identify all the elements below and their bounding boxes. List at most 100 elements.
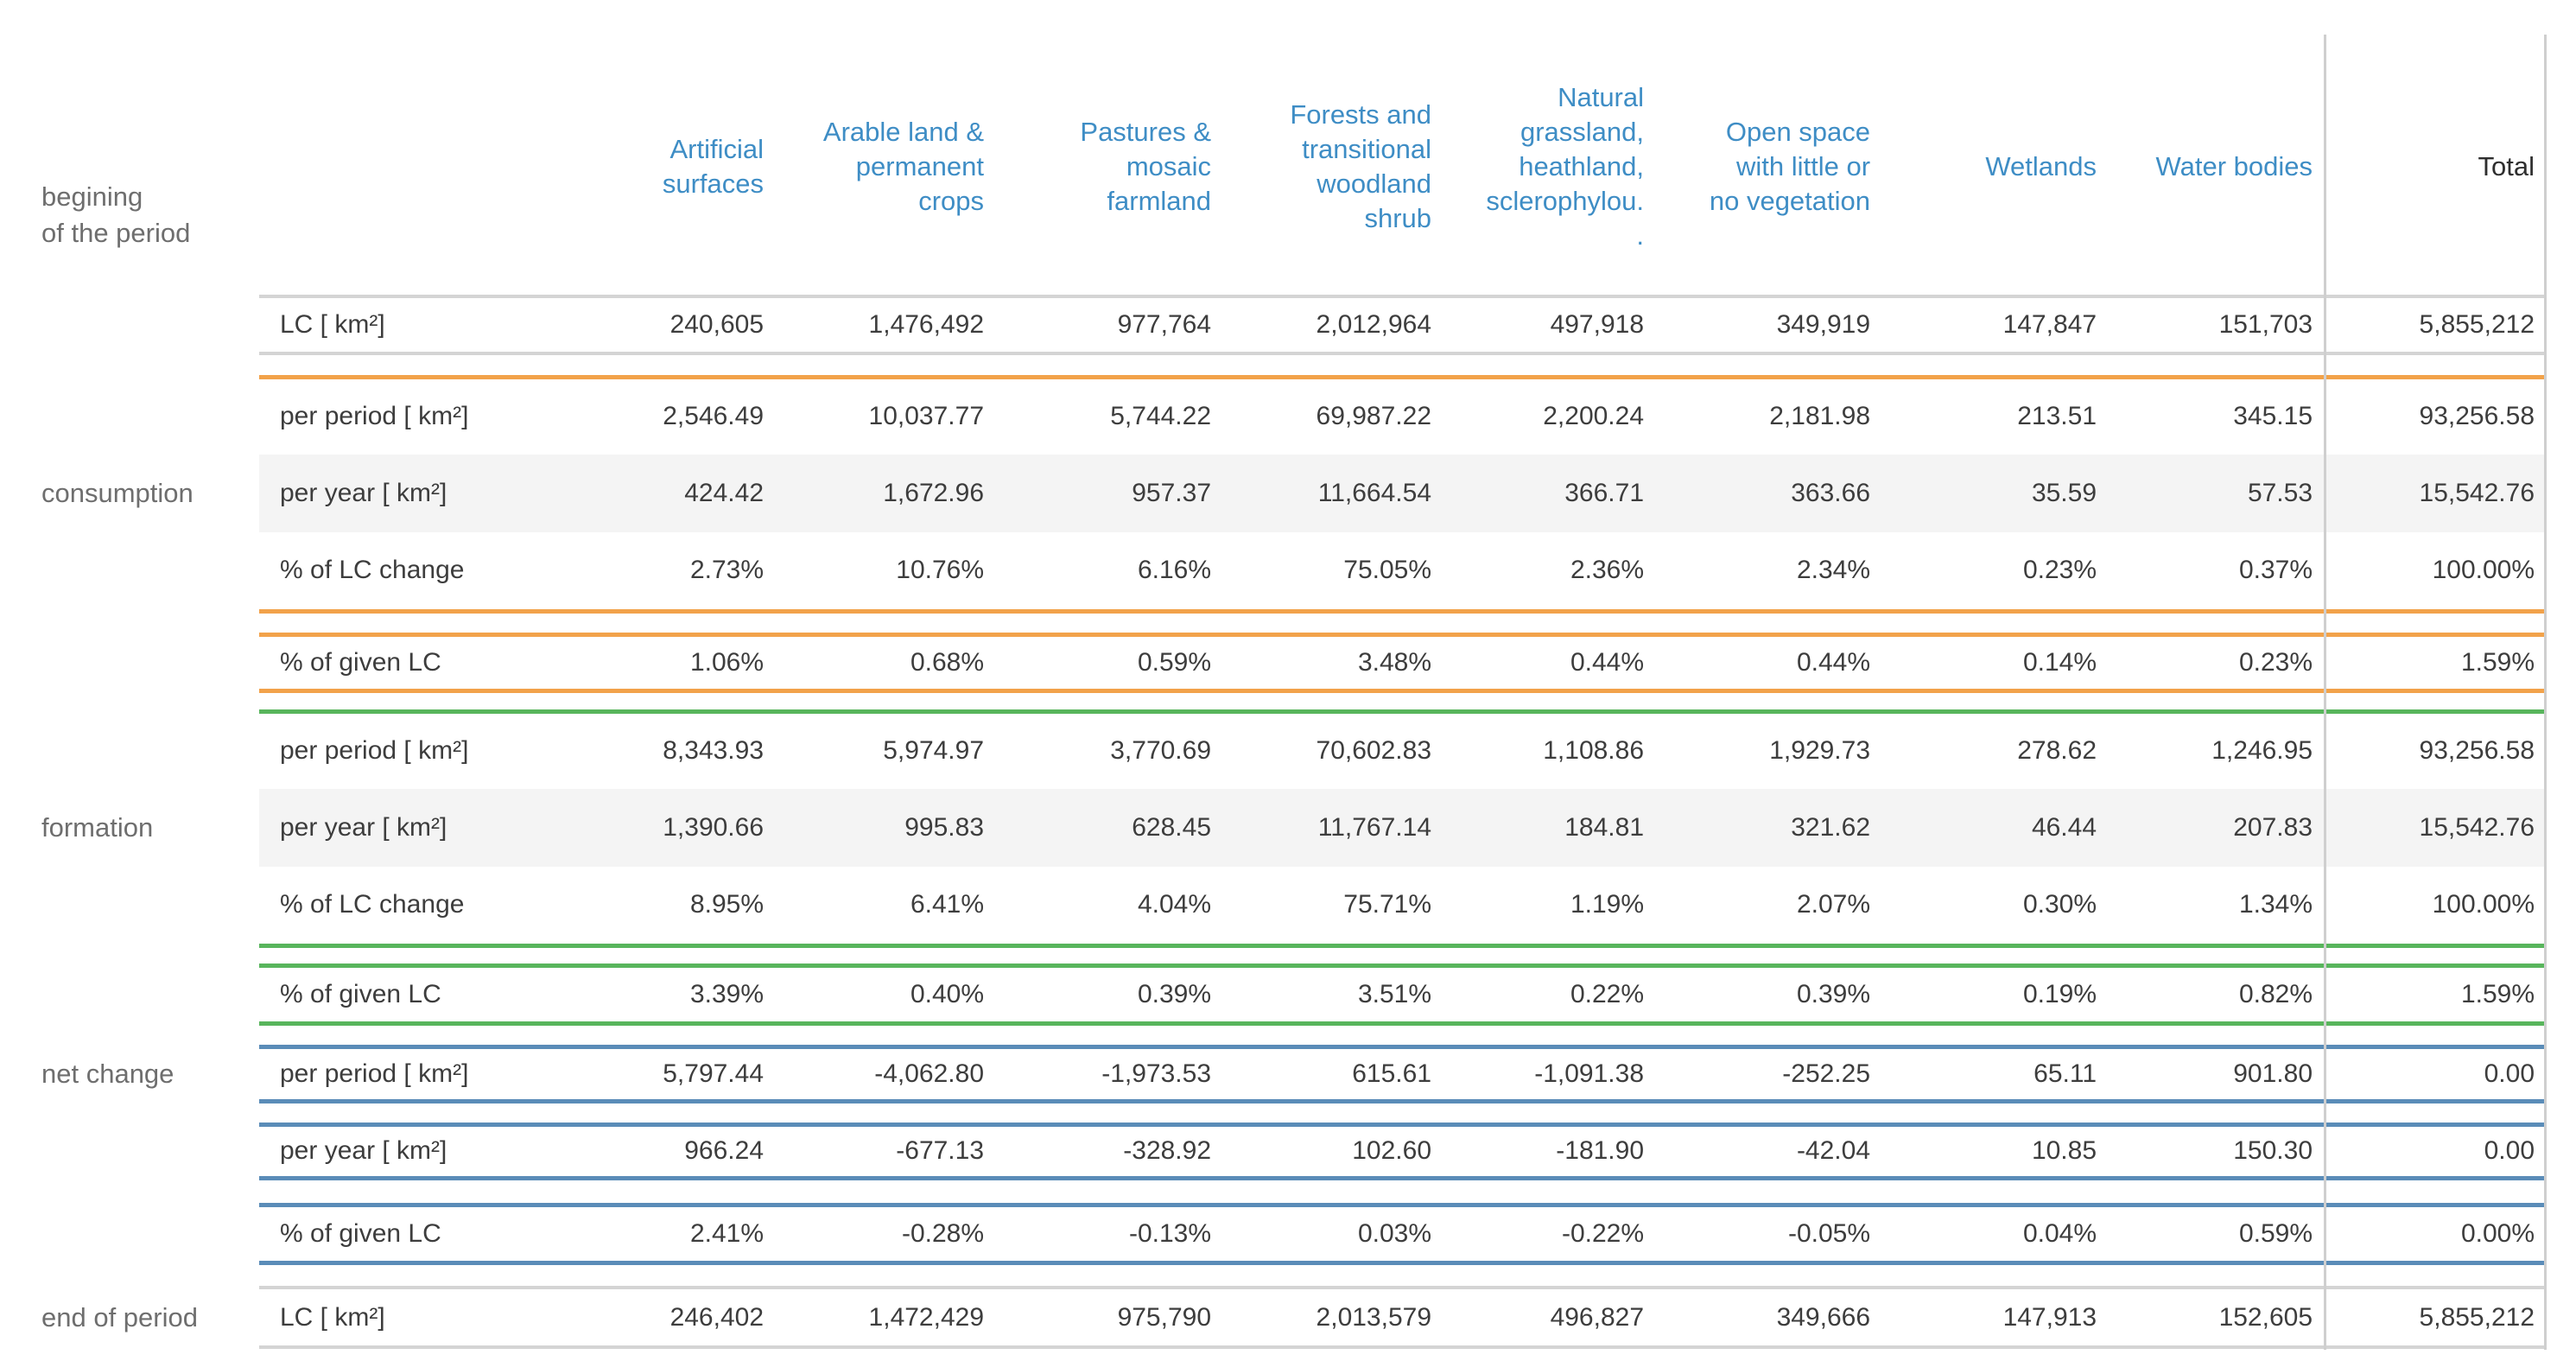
total-cell: 93,256.58: [2325, 709, 2547, 789]
group-label: [0, 634, 259, 690]
value-cell: 6.16%: [996, 532, 1224, 614]
value-cell: 151,703: [2109, 295, 2325, 355]
value-cell: 152,605: [2109, 1286, 2325, 1349]
value-cell: 975,790: [996, 1286, 1224, 1349]
value-cell: 2.07%: [1656, 867, 1883, 948]
value-cell: 11,664.54: [1223, 455, 1444, 532]
value-cell: 0.59%: [996, 632, 1224, 693]
value-cell: 2.41%: [553, 1202, 777, 1265]
table-right-border: [2544, 35, 2547, 1350]
group-label: [0, 867, 259, 945]
value-cell: 3.48%: [1223, 632, 1444, 693]
value-cell: 628.45: [996, 789, 1224, 867]
value-cell: 8,343.93: [553, 709, 777, 789]
row-label: % of given LC: [259, 1202, 554, 1265]
value-cell: 0.19%: [1882, 963, 2110, 1026]
value-cell: -328.92: [996, 1122, 1224, 1180]
value-cell: 2,013,579: [1223, 1286, 1444, 1349]
total-cell: 93,256.58: [2325, 374, 2547, 455]
group-label: [0, 296, 259, 353]
total-cell: 5,855,212: [2325, 1286, 2547, 1349]
value-cell: 10.85: [1882, 1122, 2110, 1180]
value-cell: 0.37%: [2109, 532, 2325, 614]
total-cell: 1.59%: [2325, 632, 2547, 693]
value-cell: 497,918: [1443, 295, 1657, 355]
value-cell: 57.53: [2109, 455, 2325, 532]
row-spacer: [0, 945, 2547, 965]
row-label: % of given LC: [259, 963, 554, 1026]
value-cell: 966.24: [553, 1122, 777, 1180]
value-cell: 2,546.49: [553, 374, 777, 455]
value-cell: 8.95%: [553, 867, 777, 948]
total-cell: 15,542.76: [2325, 455, 2547, 532]
table-row-net-change-pct-given-lc: % of given LC 2.41% -0.28% -0.13% 0.03% …: [0, 1202, 2547, 1265]
row-label: % of LC change: [259, 532, 554, 614]
value-cell: 1,672.96: [776, 455, 997, 532]
value-cell: 207.83: [2109, 789, 2325, 867]
row-label: per period [ km²]: [259, 1044, 554, 1103]
value-cell: -1,973.53: [996, 1044, 1224, 1103]
row-label: per year [ km²]: [259, 789, 554, 867]
value-cell: -1,091.38: [1443, 1044, 1657, 1103]
value-cell: 496,827: [1443, 1286, 1657, 1349]
value-cell: 2,012,964: [1223, 295, 1444, 355]
value-cell: 2.73%: [553, 532, 777, 614]
value-cell: 424.42: [553, 455, 777, 532]
total-cell: 100.00%: [2325, 867, 2547, 948]
total-cell: 15,542.76: [2325, 789, 2547, 867]
row-spacer: [0, 690, 2547, 711]
group-label-end-of-period: end of period: [41, 1301, 198, 1332]
value-cell: 0.04%: [1882, 1202, 2110, 1265]
table-row-formation-pct-given-lc: % of given LC 3.39% 0.40% 0.39% 3.51% 0.…: [0, 963, 2547, 1026]
table-row-consumption-per-year: consumption per year [ km²] 424.42 1,672…: [0, 455, 2547, 532]
value-cell: 1,246.95: [2109, 709, 2325, 789]
group-label: [0, 532, 259, 611]
value-cell: 102.60: [1223, 1122, 1444, 1180]
value-cell: 69,987.22: [1223, 374, 1444, 455]
value-cell: 0.22%: [1443, 963, 1657, 1026]
value-cell: 70,602.83: [1223, 709, 1444, 789]
total-cell: 0.00%: [2325, 1202, 2547, 1265]
row-label: % of LC change: [259, 867, 554, 948]
table-row-consumption-pct-given-lc: % of given LC 1.06% 0.68% 0.59% 3.48% 0.…: [0, 632, 2547, 693]
corner-label: begining of the period: [41, 181, 191, 248]
value-cell: 345.15: [2109, 374, 2325, 455]
column-header-natural-grassland: Natural grassland, heathland, sclerophyl…: [1486, 82, 1645, 251]
value-cell: 321.62: [1656, 789, 1883, 867]
total-cell: 0.00: [2325, 1122, 2547, 1180]
table-row-end-lc: end of period LC [ km²] 246,402 1,472,42…: [0, 1286, 2547, 1349]
value-cell: 0.23%: [1882, 532, 2110, 614]
value-cell: 0.14%: [1882, 632, 2110, 693]
row-spacer: [0, 1101, 2547, 1124]
value-cell: 65.11: [1882, 1044, 2110, 1103]
value-cell: -0.22%: [1443, 1202, 1657, 1265]
value-cell: -677.13: [776, 1122, 997, 1180]
value-cell: 1,472,429: [776, 1286, 997, 1349]
value-cell: 366.71: [1443, 455, 1657, 532]
row-label: per year [ km²]: [259, 1122, 554, 1180]
group-label: [0, 711, 259, 789]
value-cell: -181.90: [1443, 1122, 1657, 1180]
group-label: [0, 1205, 259, 1262]
value-cell: 1,108.86: [1443, 709, 1657, 789]
total-cell: 0.00: [2325, 1044, 2547, 1103]
group-label-net-change: net change: [41, 1058, 174, 1089]
value-cell: 10,037.77: [776, 374, 997, 455]
value-cell: 3.39%: [553, 963, 777, 1026]
row-spacer: [0, 1023, 2547, 1046]
value-cell: -42.04: [1656, 1122, 1883, 1180]
value-cell: 0.44%: [1656, 632, 1883, 693]
table-row-net-change-per-period: net change per period [ km²] 5,797.44 -4…: [0, 1044, 2547, 1103]
value-cell: 147,847: [1882, 295, 2110, 355]
table-row-net-change-per-year: per year [ km²] 966.24 -677.13 -328.92 1…: [0, 1122, 2547, 1180]
value-cell: 349,919: [1656, 295, 1883, 355]
value-cell: 5,974.97: [776, 709, 997, 789]
value-cell: 1,929.73: [1656, 709, 1883, 789]
value-cell: 0.39%: [996, 963, 1224, 1026]
value-cell: 0.39%: [1656, 963, 1883, 1026]
group-label-consumption: consumption: [41, 478, 194, 508]
value-cell: 1,390.66: [553, 789, 777, 867]
value-cell: 0.30%: [1882, 867, 2110, 948]
value-cell: 246,402: [553, 1286, 777, 1349]
